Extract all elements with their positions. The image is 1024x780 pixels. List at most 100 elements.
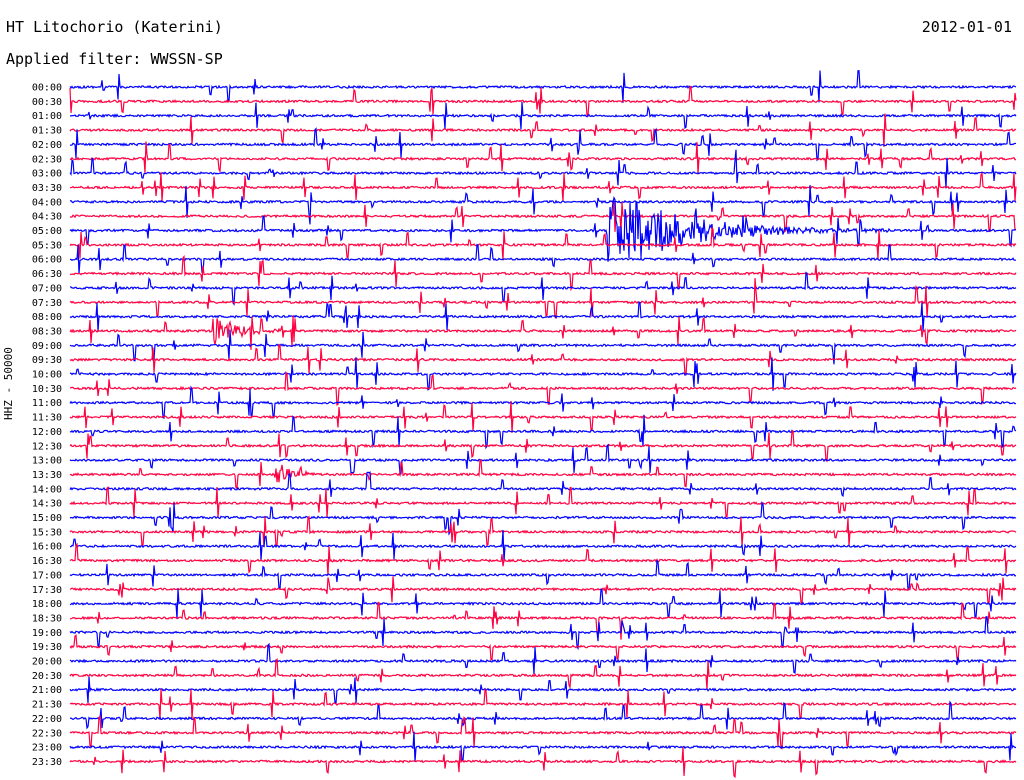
trace-0100: [69, 101, 1017, 130]
trace-2200: [69, 700, 1017, 730]
row-label-2230: 22:30: [32, 728, 62, 739]
trace-2130: [69, 688, 1017, 720]
trace-0430: [69, 201, 1017, 234]
row-label-1300: 13:00: [32, 456, 62, 467]
trace-0730: [69, 278, 1017, 320]
trace-1500: [69, 500, 1017, 536]
row-label-2030: 20:30: [32, 671, 62, 682]
trace-0230: [69, 141, 1016, 175]
trace-0330: [69, 171, 1017, 202]
trace-1200: [69, 414, 1017, 450]
row-label-1500: 15:00: [32, 513, 62, 524]
row-label-1600: 16:00: [32, 542, 62, 553]
trace-1130: [69, 401, 1017, 433]
row-label-0330: 03:30: [32, 183, 62, 194]
trace-0800: [69, 301, 1017, 332]
trace-1030: [69, 370, 1017, 406]
trace-0030: [69, 85, 1017, 118]
row-label-0430: 04:30: [32, 212, 62, 223]
filter-label: Applied filter: WWSSN-SP: [6, 50, 223, 68]
station-title: HT Litochorio (Katerini): [6, 18, 223, 36]
row-label-1000: 10:00: [32, 370, 62, 381]
trace-0600: [69, 243, 1016, 274]
row-label-0700: 07:00: [32, 283, 62, 294]
trace-0000: [69, 70, 1017, 103]
row-label-1400: 14:00: [32, 484, 62, 495]
row-label-0830: 08:30: [32, 326, 62, 337]
trace-2030: [69, 657, 1017, 690]
row-labels: 00:00 00:30 01:00 01:30 02:00 02:30 03:00 03:30…: [32, 83, 62, 768]
row-label-1930: 19:30: [32, 642, 62, 653]
row-label-0230: 02:30: [32, 154, 62, 165]
row-label-0730: 07:30: [32, 298, 62, 309]
trace-0200: [69, 127, 1017, 162]
trace-2300: [69, 731, 1016, 763]
trace-0700: [69, 271, 1017, 306]
trace-1730: [69, 576, 1017, 605]
row-label-1830: 18:30: [32, 613, 62, 624]
trace-1530: [69, 515, 1017, 548]
trace-0830: [69, 315, 1017, 350]
trace-0400: [69, 185, 1017, 225]
row-label-0500: 05:00: [32, 226, 62, 237]
row-label-1330: 13:30: [32, 470, 62, 481]
channel-label: HHZ - 50000: [2, 347, 15, 420]
row-label-1530: 15:30: [32, 527, 62, 538]
row-label-0630: 06:30: [32, 269, 62, 280]
row-label-2200: 22:00: [32, 714, 62, 725]
trace-1100: [69, 385, 1017, 420]
row-label-0530: 05:30: [32, 240, 62, 251]
trace-1830: [69, 601, 1017, 640]
row-label-1030: 10:30: [32, 384, 62, 395]
trace-0630: [69, 254, 1017, 292]
trace-rows: [69, 70, 1017, 779]
row-label-2100: 21:00: [32, 685, 62, 696]
row-label-1200: 12:00: [32, 427, 62, 438]
row-label-1900: 19:00: [32, 628, 62, 639]
row-label-2130: 21:30: [32, 700, 62, 711]
row-label-1630: 16:30: [32, 556, 62, 567]
row-label-1430: 14:30: [32, 499, 62, 510]
trace-0300: [69, 149, 1017, 189]
trace-1900: [69, 615, 1017, 651]
trace-2000: [69, 642, 1017, 674]
row-label-1730: 17:30: [32, 585, 62, 596]
trace-2100: [69, 676, 1017, 705]
row-label-2330: 23:30: [32, 757, 62, 768]
row-label-0200: 02:00: [32, 140, 62, 151]
row-label-0930: 09:30: [32, 355, 62, 366]
trace-1400: [69, 471, 1017, 498]
row-label-1800: 18:00: [32, 599, 62, 610]
row-label-2300: 23:00: [32, 743, 62, 754]
trace-2230: [69, 714, 1017, 750]
trace-1230: [69, 430, 1017, 463]
row-label-0030: 00:30: [32, 97, 62, 108]
row-label-0000: 00:00: [32, 83, 62, 94]
trace-0530: [69, 226, 1017, 261]
trace-1800: [69, 588, 1017, 620]
trace-1330: [69, 459, 1017, 490]
row-label-2000: 20:00: [32, 657, 62, 668]
row-label-0300: 03:00: [32, 169, 62, 180]
trace-1000: [69, 357, 1017, 391]
trace-0500: [69, 195, 1017, 262]
trace-2330: [69, 747, 1017, 779]
row-label-0130: 01:30: [32, 126, 62, 137]
trace-1300: [69, 443, 1017, 475]
trace-0930: [69, 343, 1017, 376]
row-label-0800: 08:00: [32, 312, 62, 323]
row-label-0400: 04:00: [32, 197, 62, 208]
row-label-0600: 06:00: [32, 255, 62, 266]
row-label-1700: 17:00: [32, 570, 62, 581]
row-label-0100: 01:00: [32, 111, 62, 122]
date-label: 2012-01-01: [921, 18, 1012, 36]
trace-1430: [69, 486, 1017, 519]
row-label-0900: 09:00: [32, 341, 62, 352]
trace-0900: [69, 329, 1017, 365]
trace-1930: [69, 634, 1017, 662]
trace-1600: [69, 530, 1017, 562]
trace-0130: [69, 113, 1017, 147]
row-label-1100: 11:00: [32, 398, 62, 409]
trace-1700: [69, 559, 1017, 591]
